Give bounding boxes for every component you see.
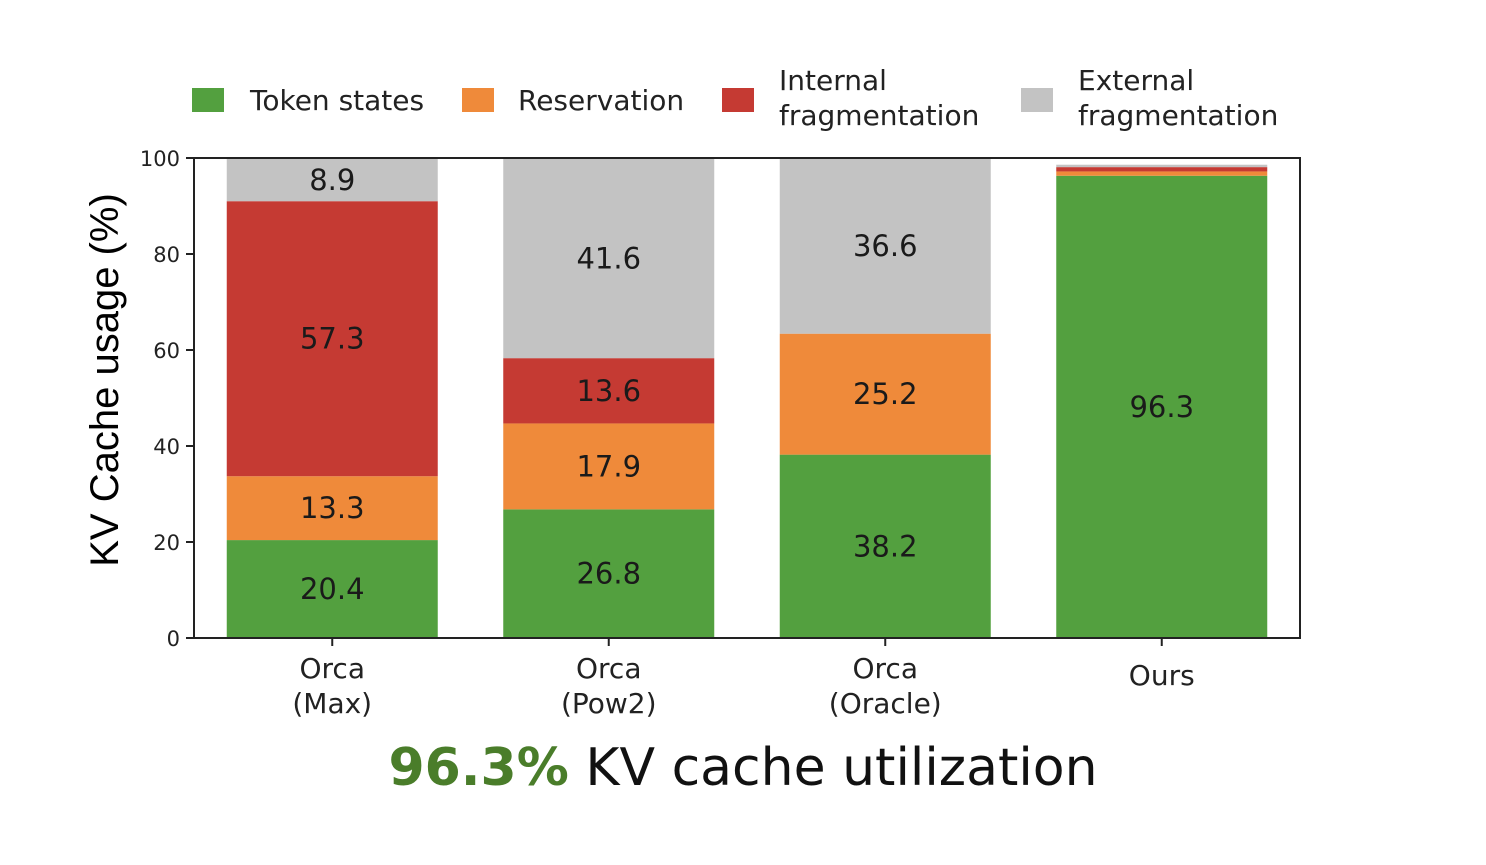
y-tick-label: 20 bbox=[153, 531, 180, 555]
legend-label: Internal bbox=[779, 64, 887, 97]
legend-label: fragmentation bbox=[779, 99, 979, 132]
legend-label: Reservation bbox=[518, 84, 684, 117]
legend-label: fragmentation bbox=[1078, 99, 1278, 132]
bar-segment bbox=[226, 476, 438, 541]
x-tick-label: (Oracle) bbox=[829, 687, 942, 720]
legend-swatch bbox=[462, 88, 494, 112]
y-tick-label: 80 bbox=[153, 243, 180, 267]
legend-label: Token states bbox=[249, 84, 424, 117]
data-label: 8.9 bbox=[309, 163, 355, 197]
y-tick-label: 0 bbox=[167, 627, 180, 651]
axes bbox=[186, 157, 1301, 646]
x-tick-label: Orca bbox=[300, 652, 366, 685]
data-label: 26.8 bbox=[576, 557, 641, 591]
bar-segment bbox=[226, 201, 438, 477]
data-label: 20.4 bbox=[300, 572, 365, 606]
bar-segment bbox=[1056, 167, 1268, 172]
y-tick-label: 40 bbox=[153, 435, 180, 459]
bar-segment bbox=[779, 454, 991, 638]
bar-segment bbox=[226, 540, 438, 638]
plot-frame bbox=[193, 157, 1301, 639]
bar-segment bbox=[779, 158, 991, 334]
legend-swatch bbox=[1021, 88, 1053, 112]
caption-highlight: 96.3% bbox=[388, 738, 569, 798]
legend-swatch bbox=[722, 88, 754, 112]
y-tick-label: 60 bbox=[153, 339, 180, 363]
bar-segment bbox=[779, 333, 991, 455]
x-tick-label: Ours bbox=[1129, 659, 1195, 692]
x-tick-label: (Max) bbox=[292, 687, 372, 720]
data-label: 96.3 bbox=[1129, 390, 1194, 424]
data-label: 57.3 bbox=[300, 322, 365, 356]
caption: 96.3% KV cache utilization bbox=[0, 732, 1486, 804]
legend-swatch bbox=[192, 88, 224, 112]
x-tick-label: (Pow2) bbox=[561, 687, 657, 720]
data-labels: 20.4 13.3 57.3 8.9 26.8 17.9 13.6 41.6 38.2 25.2 3… bbox=[300, 163, 1194, 606]
bar-segment bbox=[503, 158, 715, 359]
bar-segment bbox=[226, 158, 438, 202]
y-tick-label: 100 bbox=[140, 147, 180, 171]
x-tick-label: Orca bbox=[576, 652, 642, 685]
bar-segment bbox=[503, 358, 715, 424]
bar-segment bbox=[1056, 171, 1268, 176]
data-label: 13.3 bbox=[300, 491, 365, 525]
bar-segment bbox=[503, 423, 715, 510]
bar-segment bbox=[503, 509, 715, 638]
y-tick-labels: 0 20 40 60 80 100 bbox=[140, 147, 180, 651]
data-label: 13.6 bbox=[576, 374, 641, 408]
data-label: 38.2 bbox=[853, 529, 918, 563]
legend-label: External bbox=[1078, 64, 1194, 97]
bar-segment bbox=[1056, 175, 1268, 638]
x-tick-labels: Orca(Max)Orca(Pow2)Orca(Oracle)Ours bbox=[292, 652, 1194, 720]
caption-text: KV cache utilization bbox=[568, 738, 1098, 798]
y-axis-label: KV Cache usage (%) bbox=[83, 193, 127, 567]
x-tick-label: Orca bbox=[853, 652, 919, 685]
data-label: 25.2 bbox=[853, 377, 918, 411]
data-label: 36.6 bbox=[853, 229, 918, 263]
bar-segment bbox=[1056, 164, 1268, 168]
legend: Token states ReservationInternalfragmenta… bbox=[192, 64, 1278, 132]
data-label: 17.9 bbox=[576, 449, 641, 483]
data-label: 41.6 bbox=[576, 241, 641, 275]
bars bbox=[226, 158, 1268, 638]
